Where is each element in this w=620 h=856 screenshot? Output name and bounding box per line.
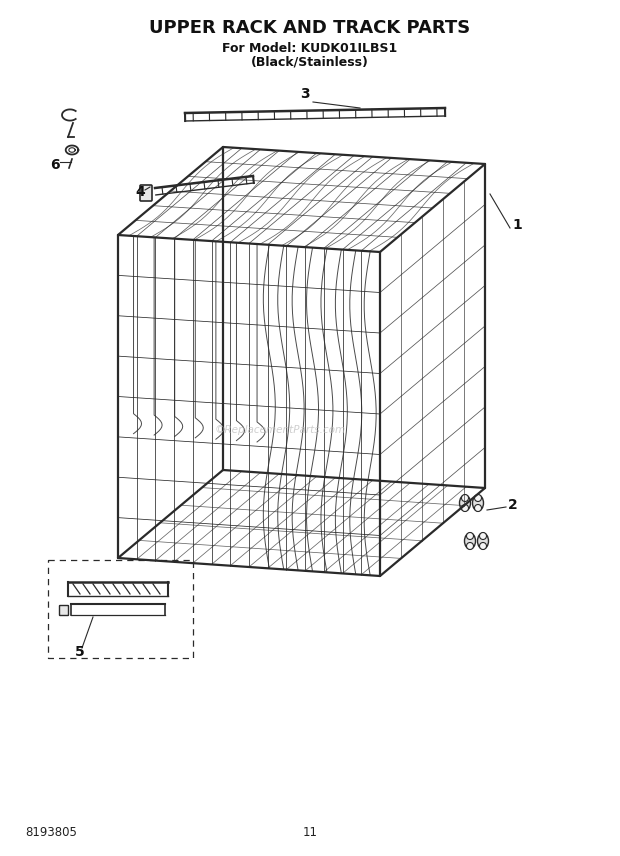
Circle shape — [461, 504, 469, 512]
Text: 3: 3 — [300, 87, 310, 101]
Text: 5: 5 — [75, 645, 85, 659]
Text: 1: 1 — [512, 218, 522, 232]
Bar — [48, 560, 193, 658]
Text: 8193805: 8193805 — [25, 827, 77, 840]
FancyBboxPatch shape — [140, 185, 152, 201]
Circle shape — [461, 495, 469, 502]
Text: For Model: KUDK01ILBS1: For Model: KUDK01ILBS1 — [223, 41, 397, 55]
Ellipse shape — [472, 495, 484, 511]
Circle shape — [479, 532, 487, 539]
Circle shape — [466, 532, 474, 539]
Text: UPPER RACK AND TRACK PARTS: UPPER RACK AND TRACK PARTS — [149, 19, 471, 37]
Ellipse shape — [459, 495, 471, 511]
Text: 2: 2 — [508, 498, 518, 512]
Circle shape — [474, 495, 482, 502]
Text: ©ReplacementParts.com: ©ReplacementParts.com — [215, 425, 345, 435]
FancyBboxPatch shape — [60, 605, 68, 615]
Ellipse shape — [464, 533, 476, 549]
Circle shape — [479, 543, 487, 550]
Text: 11: 11 — [303, 827, 317, 840]
Circle shape — [474, 504, 482, 512]
Circle shape — [466, 543, 474, 550]
Text: 6: 6 — [50, 158, 60, 172]
Text: 4: 4 — [135, 185, 145, 199]
Ellipse shape — [477, 533, 489, 549]
Text: (Black/Stainless): (Black/Stainless) — [251, 56, 369, 68]
